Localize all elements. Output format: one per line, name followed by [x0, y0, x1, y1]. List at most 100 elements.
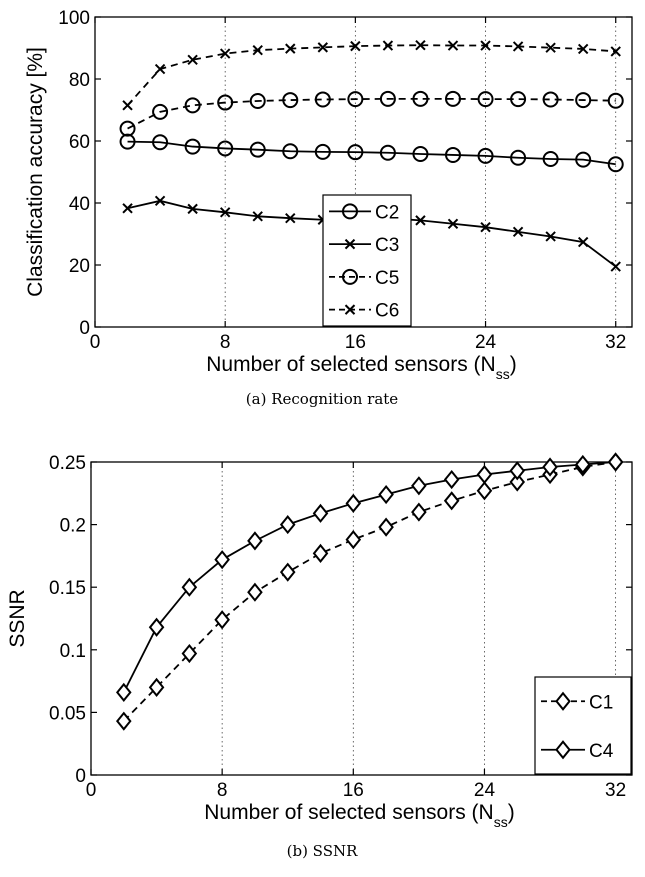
- data-point-c2: [542, 150, 559, 167]
- data-point-c5: [542, 91, 559, 108]
- data-point-c6: [252, 44, 263, 56]
- data-point-c1: [312, 543, 329, 563]
- data-point-c1: [247, 582, 263, 602]
- data-point-c2: [282, 143, 299, 160]
- series-c5: [119, 90, 624, 137]
- data-point-c6: [512, 41, 524, 52]
- data-point-c2: [412, 146, 429, 163]
- data-point-c5: [445, 90, 461, 107]
- data-point-c5: [119, 120, 136, 137]
- data-point-c5: [314, 91, 331, 108]
- data-point-c4: [115, 682, 132, 702]
- y-tick-label: 0: [75, 766, 86, 787]
- legend-box: [534, 676, 632, 775]
- data-point-c4: [247, 531, 263, 551]
- data-point-c4: [345, 493, 362, 513]
- data-point-c3: [447, 218, 459, 229]
- data-point-c1: [214, 610, 230, 630]
- y-tick-label: 40: [69, 194, 90, 215]
- data-point-c2: [249, 141, 266, 158]
- x-tick-label: 32: [605, 780, 626, 801]
- series-line-c6: [126, 44, 616, 106]
- x-axis-label-subscript: ss: [494, 814, 508, 830]
- y-axis-label: Classification accuracy [%]: [24, 47, 47, 297]
- legend-marker-c6: [344, 304, 356, 315]
- data-point-c4: [575, 454, 591, 475]
- data-point-c4: [148, 617, 165, 637]
- data-point-c5: [184, 97, 201, 114]
- data-point-c2: [152, 134, 169, 151]
- data-point-c2: [184, 138, 201, 155]
- data-point-c4: [476, 464, 493, 485]
- data-point-c2: [314, 143, 331, 160]
- x-tick-label: 16: [343, 780, 364, 801]
- legend-marker-c1: [555, 691, 571, 711]
- data-point-c5: [510, 91, 527, 108]
- legend-label-c2: C2: [375, 202, 399, 223]
- x-axis-label: Number of selected sensors (Nss): [204, 801, 514, 830]
- data-point-c2: [347, 144, 364, 161]
- legend-label-c3: C3: [375, 235, 399, 256]
- x-tick-label: 24: [475, 332, 497, 353]
- y-axis-label: SSNR: [6, 589, 29, 647]
- data-point-c6: [317, 42, 329, 53]
- data-point-c3: [512, 226, 524, 238]
- data-point-c5: [412, 90, 429, 107]
- series-c1: [115, 452, 624, 731]
- data-point-c2: [217, 140, 234, 157]
- x-axis-label: Number of selected sensors (Nss): [206, 353, 516, 382]
- data-point-c3: [252, 211, 263, 222]
- data-point-c2: [510, 149, 527, 166]
- data-point-c2: [445, 146, 461, 163]
- data-point-c6: [610, 46, 621, 57]
- data-point-c4: [181, 577, 198, 597]
- data-point-c6: [415, 40, 426, 51]
- data-point-c2: [575, 151, 592, 168]
- x-tick-label: 0: [90, 332, 101, 353]
- data-point-c2: [477, 147, 494, 164]
- y-tick-label: 80: [69, 70, 90, 91]
- data-point-c3: [122, 203, 133, 214]
- data-point-c4: [279, 515, 296, 535]
- series-c4: [115, 452, 624, 702]
- data-point-c1: [345, 530, 362, 550]
- data-point-c4: [443, 469, 460, 490]
- x-axis-label-main: Number of selected sensors (N: [204, 801, 493, 824]
- data-point-c1: [443, 491, 460, 511]
- legend-label-c1: C1: [589, 692, 613, 713]
- axes-box: [94, 16, 633, 328]
- data-point-c5: [152, 103, 169, 120]
- data-point-c2: [379, 144, 396, 161]
- legend-marker-c5: [342, 268, 358, 285]
- legend-marker-c4: [555, 740, 571, 760]
- data-point-c1: [476, 481, 493, 501]
- legend-marker-c3: [344, 238, 356, 250]
- x-axis-label-close: ): [510, 353, 517, 376]
- legend: C2 C3 C5 C6: [322, 194, 412, 327]
- y-tick-label: 0.05: [49, 703, 86, 724]
- data-point-c6: [447, 40, 459, 51]
- data-point-c5: [607, 92, 624, 109]
- legend-marker-c2: [342, 203, 358, 220]
- data-point-c4: [509, 461, 526, 481]
- x-tick-label: 0: [86, 780, 97, 801]
- data-point-c6: [154, 63, 166, 75]
- data-point-c4: [214, 550, 230, 570]
- x-tick-label: 8: [220, 332, 231, 353]
- data-point-c6: [545, 42, 556, 53]
- series-line-c5: [127, 97, 616, 130]
- legend: C1 C4: [534, 676, 632, 775]
- data-point-c1: [509, 472, 526, 492]
- axes-box: [90, 461, 633, 776]
- data-point-c5: [477, 91, 494, 108]
- data-point-c3: [480, 221, 491, 233]
- data-point-c5: [347, 91, 364, 108]
- data-point-c6: [382, 40, 394, 51]
- series-line-c1: [123, 461, 616, 722]
- x-tick-label: 8: [217, 780, 228, 801]
- x-tick-label: 32: [605, 332, 626, 353]
- data-point-c4: [378, 484, 394, 505]
- data-point-c6: [350, 40, 361, 52]
- legend-label-c6: C6: [375, 301, 399, 322]
